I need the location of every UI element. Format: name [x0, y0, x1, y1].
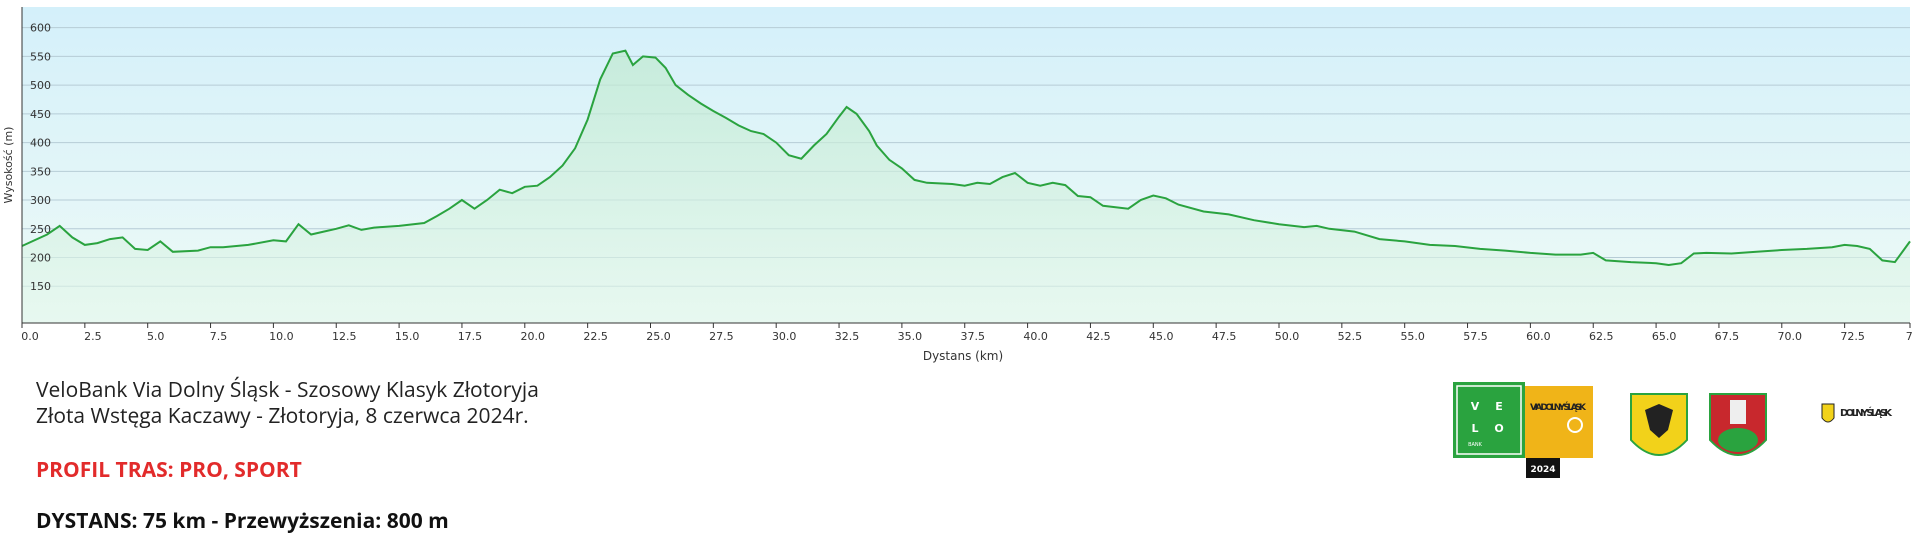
x-tick-label: 50.0 — [1275, 330, 1300, 343]
logo-letter: L — [1471, 422, 1478, 435]
y-tick-label: 400 — [30, 137, 51, 150]
x-tick-label: 12.5 — [332, 330, 357, 343]
x-tick-label: 57.5 — [1463, 330, 1488, 343]
x-tick-label: 0.0 — [21, 330, 39, 343]
x-tick-label: 62.5 — [1589, 330, 1614, 343]
y-tick-label: 300 — [30, 194, 51, 207]
logo-letter: V — [1471, 400, 1480, 413]
x-tick-label: 17.5 — [458, 330, 483, 343]
x-tick-label: 22.5 — [583, 330, 608, 343]
figure — [1730, 400, 1746, 424]
x-tick-label: 32.5 — [835, 330, 860, 343]
y-tick-label: 550 — [30, 50, 51, 63]
logo-year: 2024 — [1530, 465, 1555, 475]
x-tick-label: 55.0 — [1400, 330, 1425, 343]
subtitle-line: Złota Wstęga Kaczawy - Złotoryja, 8 czer… — [36, 402, 529, 430]
logo-letter: O — [1494, 422, 1503, 435]
line — [21, 49, 1911, 267]
x-tick-label: 35.0 — [898, 330, 923, 343]
x-tick-label: 60.0 — [1526, 330, 1551, 343]
x-tick-label: 25.0 — [646, 330, 671, 343]
y-tick-label: 350 — [30, 165, 51, 178]
x-tick-label: 27.5 — [709, 330, 734, 343]
region-shield — [1821, 403, 1835, 423]
logo-letter: E — [1495, 400, 1503, 413]
y-tick-label: 600 — [30, 22, 51, 35]
eagle — [1645, 404, 1673, 438]
x-tick-label: 42.5 — [1086, 330, 1111, 343]
y-tick-label: 450 — [30, 108, 51, 121]
logo-bank: BANK — [1468, 442, 1483, 448]
x-tick-label: 2.5 — [84, 330, 102, 343]
x-tick-label: 10.0 — [269, 330, 294, 343]
x-tick-label: 52.5 — [1338, 330, 1363, 343]
y-tick-label: 500 — [30, 79, 51, 92]
x-tick-label: 20.0 — [521, 330, 546, 343]
x-tick-label: 72.5 — [1840, 330, 1865, 343]
x-tick-label: 65.0 — [1652, 330, 1677, 343]
y-axis-title: Wysokość (m) — [2, 127, 15, 204]
y-tick-label: 200 — [30, 252, 51, 265]
x-axis-title: Dystans (km) — [923, 349, 1003, 363]
area — [22, 50, 1910, 323]
x-tick-label: 47.5 — [1212, 330, 1237, 343]
x-tick-label: 75.1 — [1906, 330, 1912, 343]
subtitle-line: VeloBank Via Dolny Śląsk - Szosowy Klasy… — [36, 376, 539, 404]
x-tick-label: 15.0 — [395, 330, 420, 343]
y-tick-label: 250 — [30, 223, 51, 236]
x-tick-label: 7.5 — [210, 330, 228, 343]
x-tick-label: 70.0 — [1778, 330, 1803, 343]
x-tick-label: 45.0 — [1149, 330, 1174, 343]
logo-via: VIA DOLNY ŚLĄSK — [1530, 401, 1587, 413]
y-tick-label: 150 — [30, 280, 51, 293]
x-tick-label: 37.5 — [960, 330, 985, 343]
hill — [1718, 428, 1758, 452]
profile-label: PROFIL TRAS: PRO, SPORT — [36, 456, 302, 484]
distance-label: DYSTANS: 75 km - Przewyższenia: 800 m — [36, 507, 449, 535]
x-tick-label: 40.0 — [1023, 330, 1048, 343]
region-name: DOLNY ŚLĄSK — [1840, 406, 1893, 419]
x-tick-label: 67.5 — [1715, 330, 1740, 343]
x-tick-label: 30.0 — [772, 330, 797, 343]
velo-logo: V E L O BANK VIA DOLNY ŚLĄSK 2024 — [1453, 382, 1593, 478]
x-tick-label: 5.0 — [147, 330, 165, 343]
